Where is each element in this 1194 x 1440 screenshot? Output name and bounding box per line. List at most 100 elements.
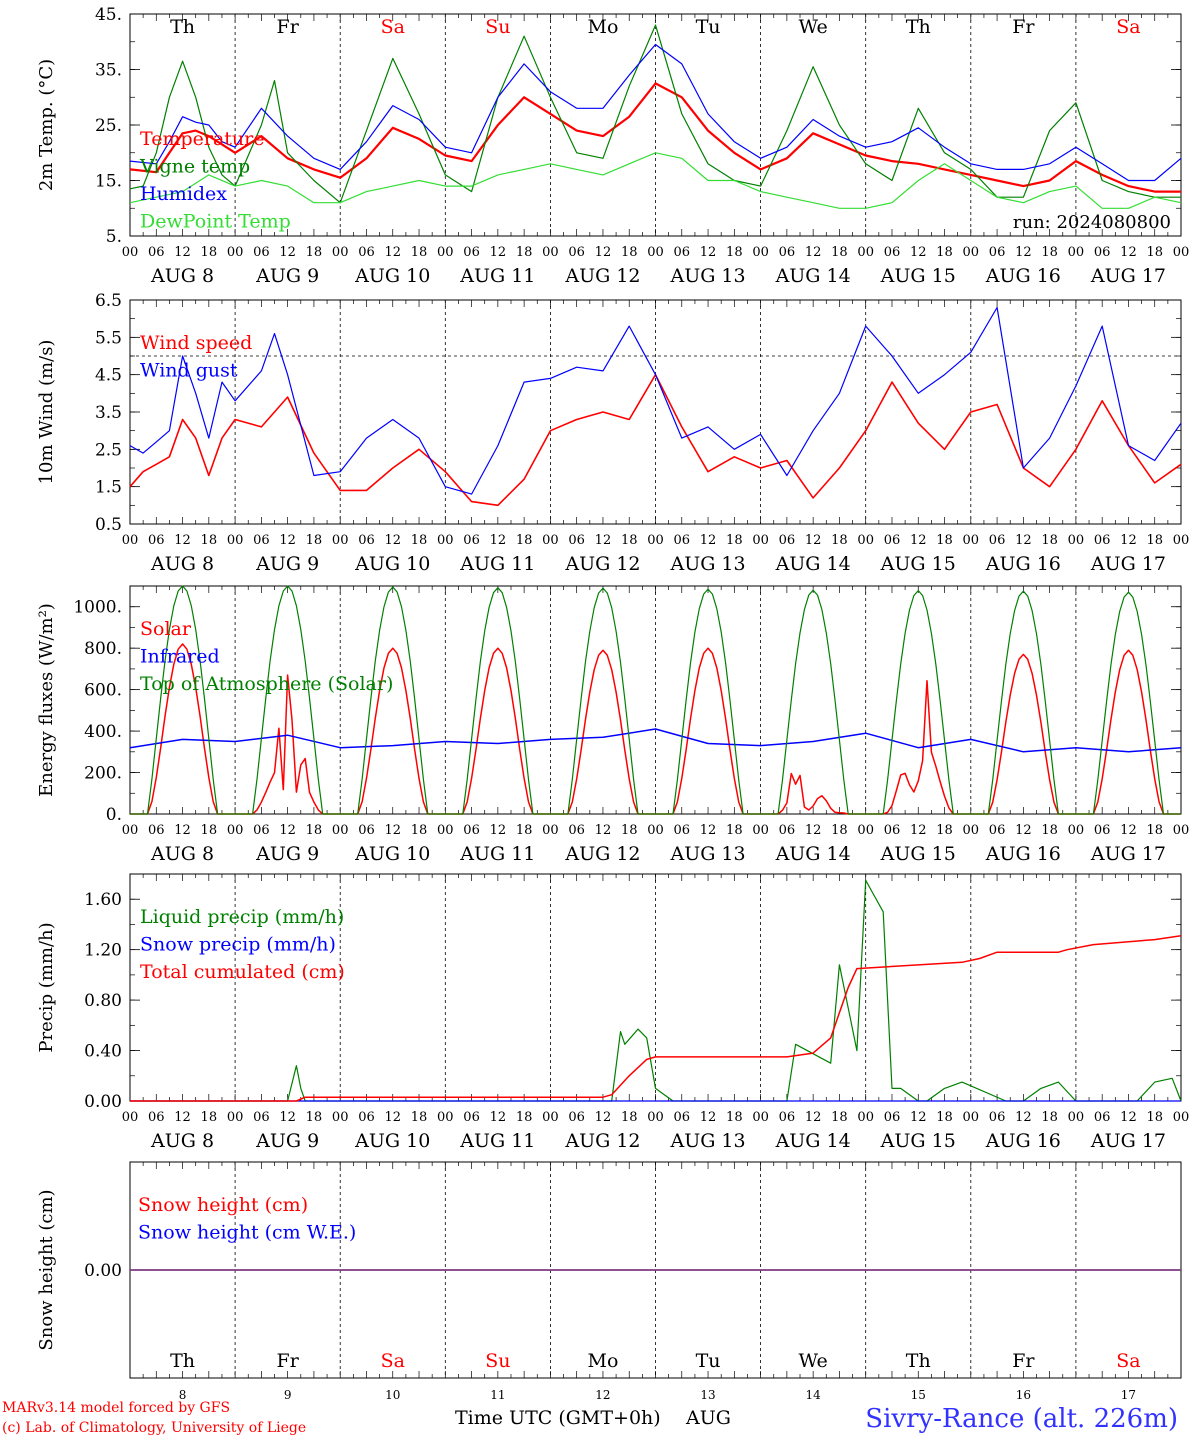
legend-entry: Snow height (cm W.E.) — [138, 1222, 356, 1244]
hour-tick-label: 00 — [1068, 533, 1085, 548]
hour-tick-label: 18 — [516, 245, 533, 260]
hour-tick-label: 00 — [227, 245, 244, 260]
y-tick-label: 45. — [95, 5, 122, 25]
hour-tick-label: 00 — [1173, 533, 1190, 548]
date-label: AUG 10 — [354, 265, 430, 287]
hour-tick-label: 00 — [857, 1110, 874, 1125]
hour-tick-label: 12 — [595, 533, 612, 548]
hour-tick-label: 00 — [1173, 1110, 1190, 1125]
legend-entry: Vigne temp — [139, 156, 250, 178]
hour-tick-label: 06 — [1094, 823, 1111, 838]
hour-tick-label: 12 — [700, 1110, 717, 1125]
hour-tick-label: 18 — [1146, 823, 1163, 838]
hour-tick-label: 06 — [989, 1110, 1006, 1125]
hour-tick-label: 00 — [857, 245, 874, 260]
legend-entry: Snow precip (mm/h) — [140, 934, 336, 956]
legend-entry: Temperature — [140, 128, 264, 150]
hour-tick-label: 06 — [779, 533, 796, 548]
hour-tick-label: 12 — [174, 823, 191, 838]
hour-tick-label: 12 — [1120, 533, 1137, 548]
legend-entry: Infrared — [140, 646, 220, 668]
hour-tick-label: 06 — [253, 533, 270, 548]
hour-tick-label: 06 — [358, 823, 375, 838]
hour-tick-label: 06 — [884, 823, 901, 838]
panel-4: 0.00 0.40 0.80 1.20 1.60 Precip (mm/h) Liquid … — [36, 873, 1190, 1152]
hour-tick-label: 12 — [279, 533, 296, 548]
date-label: AUG 13 — [669, 843, 745, 865]
hour-tick-label: 06 — [674, 1110, 691, 1125]
date-label: AUG 8 — [150, 553, 214, 575]
date-label: AUG 17 — [1090, 553, 1166, 575]
hour-tick-label: 00 — [752, 1110, 769, 1125]
hour-tick-label: 00 — [647, 1110, 664, 1125]
series-line-vigne-temp — [129, 24, 1181, 204]
hour-tick-label: 18 — [621, 1110, 638, 1125]
lab-credit: (c) Lab. of Climatology, University of L… — [2, 1420, 307, 1436]
legend-entry: Liquid precip (mm/h) — [140, 906, 344, 928]
hour-tick-label: 12 — [490, 533, 507, 548]
legend-entry: Humidex — [140, 183, 227, 205]
hour-tick-label: 00 — [857, 533, 874, 548]
hour-tick-label: 06 — [674, 245, 691, 260]
hour-tick-label: 12 — [910, 245, 927, 260]
date-label: AUG 14 — [775, 265, 851, 287]
day-of-week-label: Su — [485, 1350, 510, 1372]
day-number-label: 11 — [490, 1388, 505, 1402]
hour-tick-label: 00 — [122, 823, 139, 838]
date-label: AUG 11 — [459, 1130, 535, 1152]
date-label: AUG 9 — [255, 1130, 319, 1152]
hour-tick-label: 00 — [437, 1110, 454, 1125]
y-tick-label: 6.5 — [95, 291, 122, 311]
hour-tick-label: 18 — [1146, 1110, 1163, 1125]
hour-tick-label: 06 — [1094, 245, 1111, 260]
y-tick-label: 5.5 — [95, 328, 122, 348]
hour-tick-label: 12 — [1015, 1110, 1032, 1125]
day-of-week-label: Th — [906, 1350, 931, 1372]
date-label: AUG 16 — [985, 843, 1061, 865]
hour-tick-label: 00 — [1068, 823, 1085, 838]
hour-tick-label: 06 — [779, 1110, 796, 1125]
day-number-label: 9 — [284, 1388, 292, 1402]
hour-tick-label: 06 — [779, 823, 796, 838]
date-label: AUG 15 — [880, 265, 956, 287]
hour-tick-label: 00 — [752, 823, 769, 838]
date-label: AUG 15 — [880, 843, 956, 865]
hour-tick-label: 18 — [936, 533, 953, 548]
hour-tick-label: 12 — [1015, 245, 1032, 260]
date-label: AUG 11 — [459, 553, 535, 575]
y-tick-label: 2.5 — [95, 440, 122, 460]
hour-tick-label: 18 — [936, 1110, 953, 1125]
series-line-liquid-precip-mm-h- — [130, 879, 1182, 1102]
day-number-label: 8 — [179, 1388, 187, 1402]
hour-tick-label: 00 — [647, 823, 664, 838]
date-label: AUG 12 — [564, 553, 640, 575]
hour-tick-label: 18 — [411, 533, 428, 548]
date-label: AUG 14 — [775, 843, 851, 865]
hour-tick-label: 00 — [963, 823, 980, 838]
legend-entry: DewPoint Temp — [140, 211, 291, 233]
y-tick-label: 0.40 — [84, 1042, 122, 1062]
hour-tick-label: 18 — [411, 1110, 428, 1125]
hour-tick-label: 18 — [1041, 1110, 1058, 1125]
hour-tick-label: 12 — [384, 1110, 401, 1125]
y-tick-label: 15. — [95, 172, 122, 192]
date-label: AUG 8 — [150, 265, 214, 287]
day-number-label: 17 — [1121, 1388, 1136, 1402]
hour-tick-label: 12 — [595, 823, 612, 838]
hour-tick-label: 06 — [568, 245, 585, 260]
hour-tick-label: 06 — [463, 245, 480, 260]
panel-1: 5. 15. 25. 35. 45. 2m Temp. (°C) Temperature Vi… — [36, 5, 1189, 287]
hour-tick-label: 06 — [253, 245, 270, 260]
day-of-week-label: Fr — [277, 1350, 300, 1372]
day-of-week-label: Th — [170, 16, 195, 38]
hour-tick-label: 12 — [279, 1110, 296, 1125]
hour-tick-label: 18 — [201, 823, 218, 838]
y-tick-label: 200. — [84, 764, 122, 784]
hour-tick-label: 06 — [253, 823, 270, 838]
hour-tick-label: 06 — [989, 245, 1006, 260]
hour-tick-label: 12 — [384, 823, 401, 838]
day-of-week-label: Mo — [587, 16, 618, 38]
hour-tick-label: 06 — [674, 533, 691, 548]
series-line-wind-speed — [129, 373, 1182, 507]
